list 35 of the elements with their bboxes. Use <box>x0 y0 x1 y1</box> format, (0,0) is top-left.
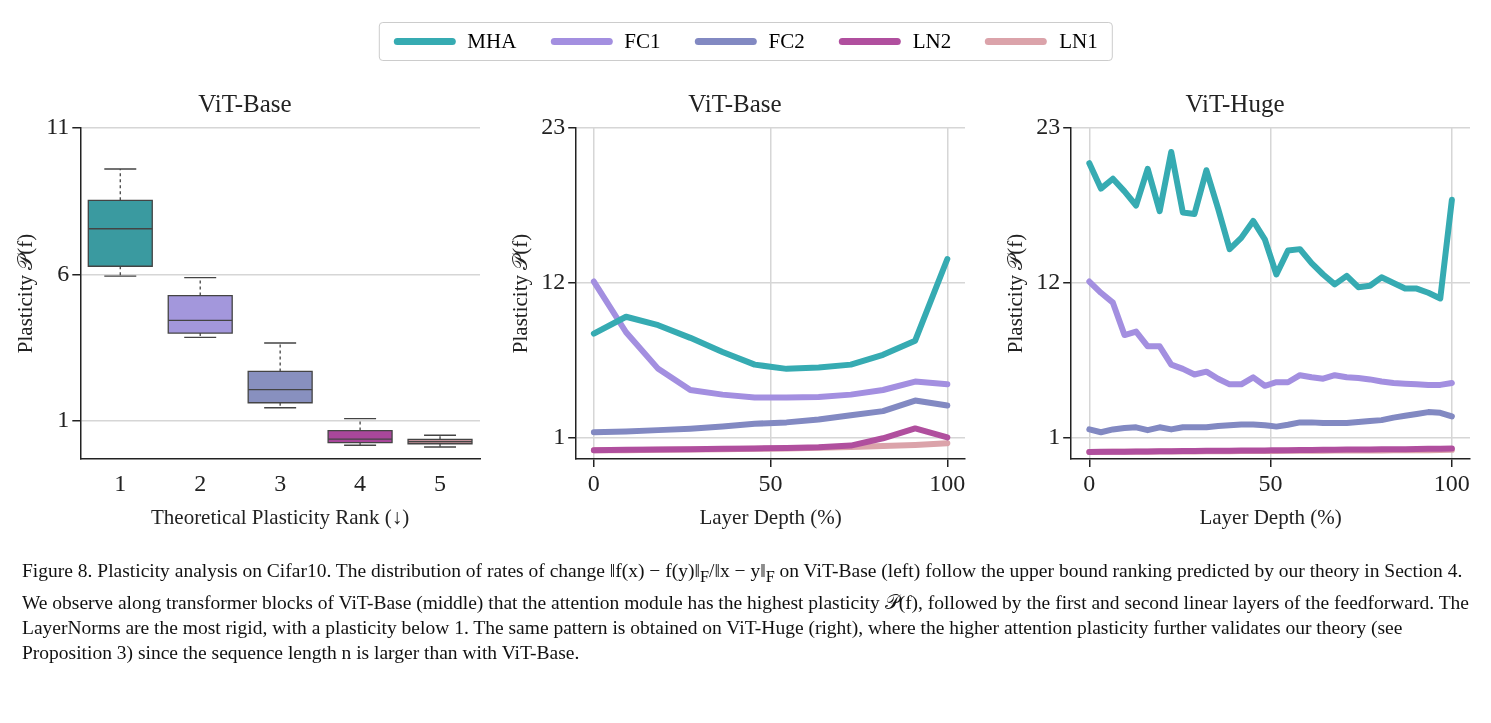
y-tick-label: 1 <box>553 423 566 450</box>
x-tick-label: 3 <box>274 469 287 496</box>
x-tick-label: 4 <box>354 469 367 496</box>
legend-label: MHA <box>467 29 517 54</box>
y-tick-label: 12 <box>1036 268 1061 295</box>
caption: Figure 8. Plasticity analysis on Cifar10. The distribution of rates of change ‖f(x) − f(y)‖$_{F}$/‖x − y‖$_{F}$ on ViT-Base (left) follow the upper bound ranking predicted by our theory in Section 4. We observe along transformer blocks of ViT-Base (middle) that the attention module has the highest plasticity 𝒫(f), followed by the first and second linear layers of the feedforward. The LayerNorms are the most rigid, with a plasticity below 1. The same pattern is obtained on ViT-Huge (right), where the higher attention plasticity further validates our theory (see Proposition 3) since the sequence length n is larger than with ViT-Base. <box>22 559 1470 665</box>
y-tick-label: 23 <box>1036 113 1061 140</box>
legend-label: LN2 <box>912 29 952 54</box>
x-tick-label: 1 <box>114 469 127 496</box>
chart-title: ViT-Huge <box>1185 89 1285 117</box>
x-tick-label: 100 <box>1433 469 1470 496</box>
y-tick-label: 23 <box>541 113 566 140</box>
y-axis-title: Plasticity 𝒫(f) <box>508 233 533 354</box>
chart-title: ViT-Base <box>688 89 782 117</box>
y-tick-label: 12 <box>541 268 566 295</box>
y-axis-title: Plasticity 𝒫(f) <box>13 233 38 354</box>
y-tick-label: 6 <box>57 259 70 286</box>
x-tick-label: 100 <box>929 469 966 496</box>
y-tick-label: 1 <box>1048 423 1061 450</box>
chart-title: ViT-Base <box>198 89 292 117</box>
y-axis-title: Plasticity 𝒫(f) <box>1003 233 1028 354</box>
x-tick-label: 2 <box>194 469 207 496</box>
y-tick-label: 1 <box>57 406 70 433</box>
x-tick-label: 0 <box>587 469 600 496</box>
legend-label: FC1 <box>624 29 661 54</box>
x-tick-label: 50 <box>758 469 783 496</box>
x-tick-label: 0 <box>1083 469 1096 496</box>
x-tick-label: 50 <box>1258 469 1283 496</box>
x-tick-label: 5 <box>434 469 447 496</box>
x-axis-title: Layer Depth (%) <box>1199 504 1342 529</box>
x-axis-title: Layer Depth (%) <box>699 504 842 529</box>
legend-label: FC2 <box>768 29 805 54</box>
y-tick-label: 11 <box>46 113 70 140</box>
legend-label: LN1 <box>1059 29 1098 54</box>
x-axis-title: Theoretical Plasticity Rank (↓) <box>150 504 410 529</box>
